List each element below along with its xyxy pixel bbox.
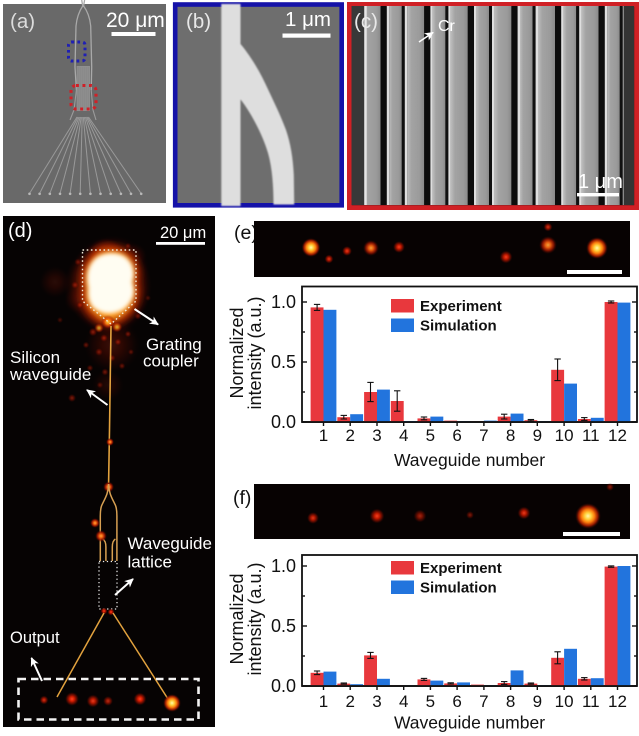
svg-text:(c): (c) bbox=[354, 10, 378, 33]
svg-text:Waveguide number: Waveguide number bbox=[394, 450, 545, 470]
svg-text:3: 3 bbox=[372, 692, 381, 711]
svg-text:0.5: 0.5 bbox=[271, 352, 296, 372]
svg-text:9: 9 bbox=[533, 426, 542, 445]
svg-text:0.0: 0.0 bbox=[271, 412, 296, 432]
svg-text:1 μm: 1 μm bbox=[285, 8, 331, 31]
svg-text:coupler: coupler bbox=[143, 352, 199, 371]
svg-text:intensity (a.u.): intensity (a.u.) bbox=[245, 296, 265, 409]
svg-text:Normalized: Normalized bbox=[227, 307, 247, 398]
svg-text:3: 3 bbox=[372, 426, 381, 445]
svg-text:0.5: 0.5 bbox=[271, 616, 296, 636]
svg-text:8: 8 bbox=[506, 426, 515, 445]
svg-text:20 μm: 20 μm bbox=[106, 9, 165, 32]
svg-text:intensity (a.u.): intensity (a.u.) bbox=[245, 562, 265, 675]
svg-text:Grating: Grating bbox=[146, 335, 202, 354]
svg-text:4: 4 bbox=[399, 426, 408, 445]
svg-text:(b): (b) bbox=[186, 10, 211, 33]
svg-text:8: 8 bbox=[506, 692, 515, 711]
svg-text:12: 12 bbox=[608, 692, 627, 711]
svg-text:1 μm: 1 μm bbox=[578, 171, 623, 193]
svg-text:1.0: 1.0 bbox=[271, 292, 296, 312]
svg-text:2: 2 bbox=[345, 692, 354, 711]
svg-text:5: 5 bbox=[426, 426, 435, 445]
svg-text:5: 5 bbox=[426, 692, 435, 711]
svg-text:lattice: lattice bbox=[128, 553, 172, 572]
svg-text:1: 1 bbox=[319, 692, 328, 711]
svg-text:Output: Output bbox=[10, 629, 60, 647]
svg-text:Waveguide: Waveguide bbox=[128, 534, 212, 553]
svg-text:Simulation: Simulation bbox=[420, 580, 497, 597]
svg-text:Normalized: Normalized bbox=[227, 573, 247, 664]
svg-text:7: 7 bbox=[479, 692, 488, 711]
svg-text:9: 9 bbox=[533, 692, 542, 711]
svg-text:Experiment: Experiment bbox=[420, 560, 502, 577]
svg-text:(f): (f) bbox=[233, 487, 251, 509]
svg-text:2: 2 bbox=[345, 426, 354, 445]
svg-text:Simulation: Simulation bbox=[420, 318, 497, 335]
svg-text:waveguide: waveguide bbox=[9, 365, 91, 384]
svg-text:6: 6 bbox=[452, 692, 461, 711]
svg-text:(d): (d) bbox=[8, 220, 32, 242]
svg-text:6: 6 bbox=[452, 426, 461, 445]
svg-text:Silicon: Silicon bbox=[10, 348, 60, 367]
svg-text:Cr: Cr bbox=[438, 18, 456, 35]
svg-text:7: 7 bbox=[479, 426, 488, 445]
svg-text:Waveguide number: Waveguide number bbox=[394, 713, 545, 733]
svg-text:1.0: 1.0 bbox=[271, 556, 296, 576]
svg-text:0.0: 0.0 bbox=[271, 676, 296, 696]
svg-text:20 μm: 20 μm bbox=[160, 224, 206, 242]
svg-text:(e): (e) bbox=[234, 222, 258, 244]
svg-text:Experiment: Experiment bbox=[420, 298, 502, 315]
svg-text:1: 1 bbox=[319, 426, 328, 445]
svg-text:11: 11 bbox=[582, 426, 600, 445]
svg-text:12: 12 bbox=[608, 426, 627, 445]
svg-text:11: 11 bbox=[582, 692, 600, 711]
svg-text:10: 10 bbox=[555, 426, 574, 445]
svg-text:10: 10 bbox=[555, 692, 574, 711]
svg-text:4: 4 bbox=[399, 692, 408, 711]
svg-text:(a): (a) bbox=[10, 10, 35, 33]
